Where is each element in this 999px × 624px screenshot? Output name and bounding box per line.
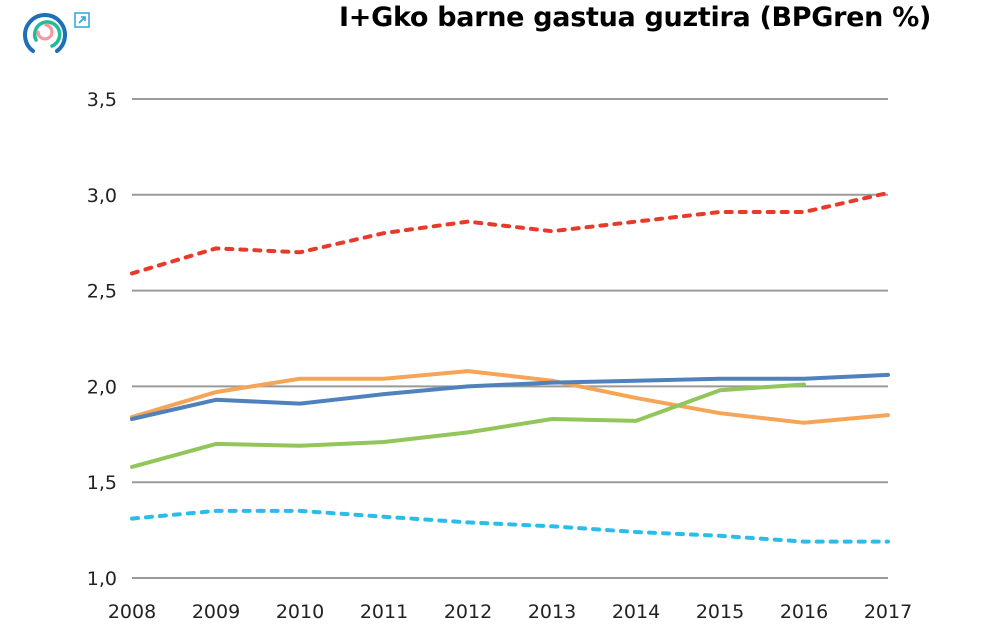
y-tick-label: 1,5	[87, 472, 117, 494]
y-tick-label: 3,0	[87, 185, 117, 207]
x-tick-label: 2008	[108, 601, 156, 623]
x-tick-label: 2012	[444, 601, 492, 623]
x-tick-label: 2010	[276, 601, 324, 623]
x-tick-label: 2009	[192, 601, 240, 623]
chart-title: I+Gko barne gastua guztira (BPGren %)	[339, 2, 931, 33]
x-tick-label: 2017	[864, 601, 912, 623]
y-tick-label: 2,5	[87, 281, 117, 303]
external-link-icon[interactable]	[74, 12, 90, 28]
y-tick-label: 1,0	[87, 568, 117, 590]
gridlines	[132, 98, 888, 579]
series-line	[130, 372, 890, 421]
logo-middle-ring	[32, 20, 62, 48]
x-axis-tick-labels: 2008 2009 2010 2011 2012 2013 2014 2015 2016 2017	[108, 601, 912, 623]
y-tick-label: 3,5	[87, 89, 117, 111]
x-tick-label: 2015	[696, 601, 744, 623]
y-tick-label: 2,0	[87, 376, 117, 398]
series-line	[130, 369, 890, 425]
series-line	[130, 190, 890, 276]
series-line	[130, 382, 806, 469]
logo-inner-ring	[36, 23, 54, 41]
logo-outer-ring	[23, 13, 67, 53]
x-tick-label: 2013	[528, 601, 576, 623]
concentric-rings-logo-icon	[23, 13, 67, 53]
x-tick-label: 2014	[612, 601, 660, 623]
series-line	[130, 508, 890, 544]
y-axis-tick-labels: 1,0 1,5 2,0 2,5 3,0 3,5	[87, 89, 117, 590]
x-tick-label: 2016	[780, 601, 828, 623]
data-series	[130, 190, 890, 544]
x-tick-label: 2011	[360, 601, 408, 623]
